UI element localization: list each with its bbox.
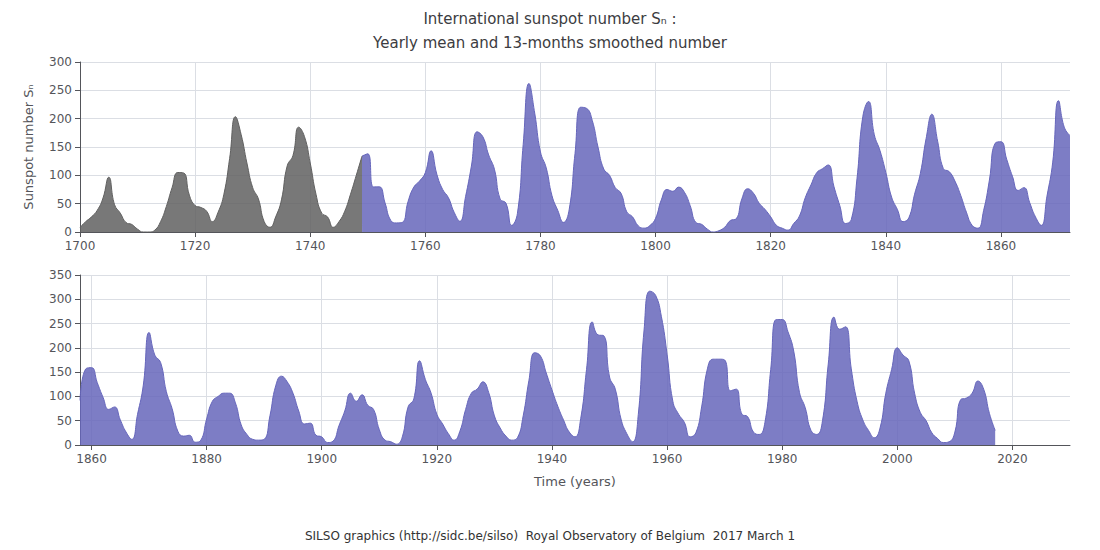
svg-text:1960: 1960	[652, 452, 683, 466]
svg-text:1700: 1700	[65, 239, 96, 253]
svg-text:100: 100	[49, 389, 72, 403]
svg-text:Sunspot number Sₙ: Sunspot number Sₙ	[21, 84, 36, 209]
svg-text:250: 250	[49, 83, 72, 97]
svg-text:1740: 1740	[295, 239, 326, 253]
svg-text:1880: 1880	[191, 452, 222, 466]
svg-text:50: 50	[57, 197, 72, 211]
svg-text:SILSO graphics (http://sidc.be: SILSO graphics (http://sidc.be/silso) Ro…	[305, 529, 795, 543]
svg-text:1940: 1940	[537, 452, 568, 466]
svg-text:1980: 1980	[767, 452, 798, 466]
svg-text:0: 0	[64, 225, 72, 239]
svg-text:2000: 2000	[882, 452, 913, 466]
svg-text:1780: 1780	[525, 239, 556, 253]
svg-text:1760: 1760	[410, 239, 441, 253]
svg-text:1860: 1860	[76, 452, 107, 466]
svg-text:Time (years): Time (years)	[533, 474, 616, 489]
svg-text:1860: 1860	[986, 239, 1017, 253]
svg-text:100: 100	[49, 168, 72, 182]
svg-text:1800: 1800	[640, 239, 671, 253]
svg-text:1920: 1920	[422, 452, 453, 466]
svg-text:1840: 1840	[871, 239, 902, 253]
svg-text:200: 200	[49, 112, 72, 126]
svg-text:150: 150	[49, 365, 72, 379]
svg-text:250: 250	[49, 317, 72, 331]
svg-text:50: 50	[57, 414, 72, 428]
svg-text:150: 150	[49, 140, 72, 154]
svg-text:2020: 2020	[997, 452, 1028, 466]
svg-text:1820: 1820	[755, 239, 786, 253]
svg-text:1900: 1900	[306, 452, 337, 466]
svg-text:0: 0	[64, 438, 72, 452]
svg-text:1720: 1720	[180, 239, 211, 253]
svg-text:350: 350	[49, 268, 72, 282]
svg-text:Yearly mean and 13-months smoo: Yearly mean and 13-months smoothed numbe…	[372, 34, 728, 52]
svg-text:International sunspot number S: International sunspot number Sₙ :	[423, 10, 676, 28]
svg-text:300: 300	[49, 292, 72, 306]
svg-text:300: 300	[49, 55, 72, 69]
svg-text:200: 200	[49, 341, 72, 355]
